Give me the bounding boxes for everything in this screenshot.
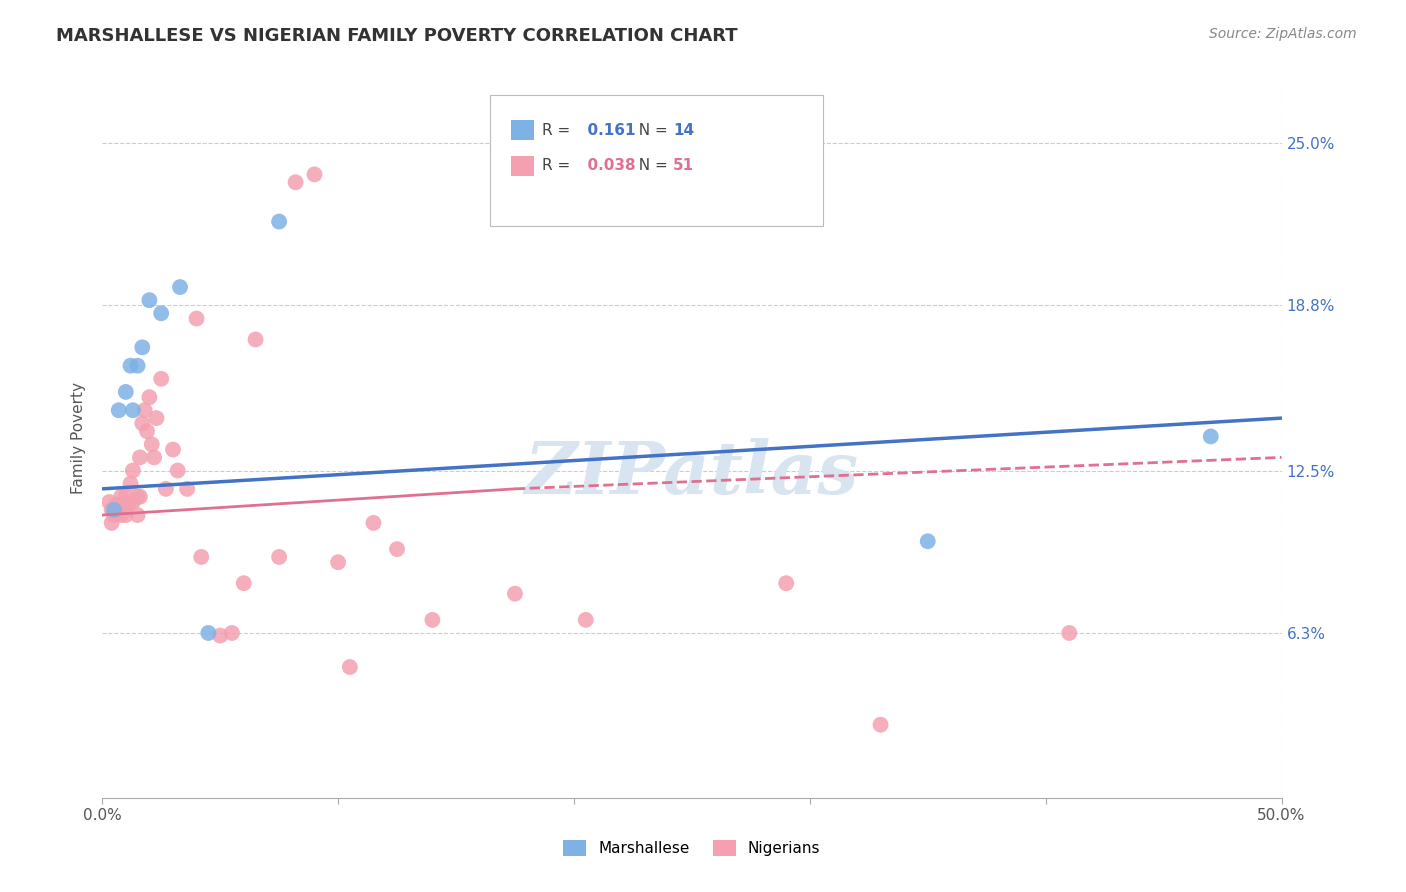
Point: [127, 490, 149, 504]
Point: [114, 490, 136, 504]
Point: [134, 403, 156, 417]
Point: [385, 542, 408, 557]
Point: [127, 508, 149, 522]
Point: [141, 437, 163, 451]
Point: [98, 495, 121, 509]
Point: [107, 503, 129, 517]
Point: [138, 293, 160, 308]
Point: [120, 359, 142, 373]
Point: [503, 587, 526, 601]
Point: [775, 576, 797, 591]
Point: [1199, 429, 1222, 443]
Point: [1057, 626, 1080, 640]
Text: R =: R =: [543, 159, 575, 173]
Point: [326, 555, 349, 569]
Point: [138, 390, 160, 404]
Text: Source: ZipAtlas.com: Source: ZipAtlas.com: [1209, 27, 1357, 41]
Point: [339, 660, 361, 674]
Point: [117, 498, 139, 512]
Point: [120, 476, 142, 491]
Point: [143, 450, 166, 465]
Point: [245, 333, 267, 347]
Point: [110, 490, 132, 504]
Point: [575, 613, 598, 627]
Point: [100, 516, 122, 530]
Point: [232, 576, 254, 591]
Point: [100, 503, 122, 517]
Point: [176, 482, 198, 496]
Point: [103, 503, 125, 517]
Text: R =: R =: [543, 123, 575, 137]
Text: 0.038: 0.038: [578, 159, 636, 173]
Point: [114, 384, 136, 399]
Point: [131, 417, 153, 431]
Text: MARSHALLESE VS NIGERIAN FAMILY POVERTY CORRELATION CHART: MARSHALLESE VS NIGERIAN FAMILY POVERTY C…: [56, 27, 738, 45]
Point: [122, 495, 145, 509]
Point: [917, 534, 939, 549]
Point: [129, 490, 152, 504]
Point: [122, 463, 145, 477]
Text: N =: N =: [630, 159, 673, 173]
Text: 14: 14: [673, 123, 695, 137]
Point: [169, 280, 191, 294]
Text: 0.161: 0.161: [578, 123, 636, 137]
Point: [186, 311, 208, 326]
Point: [363, 516, 385, 530]
Point: [122, 403, 145, 417]
Point: [269, 214, 291, 228]
Point: [869, 717, 891, 731]
Point: [112, 503, 135, 517]
Point: [150, 372, 173, 386]
Point: [127, 359, 149, 373]
Text: N =: N =: [630, 123, 673, 137]
Point: [162, 442, 184, 457]
Point: [166, 463, 188, 477]
Point: [110, 508, 132, 522]
Point: [422, 613, 444, 627]
Text: ZIPatlas: ZIPatlas: [524, 438, 859, 509]
Point: [114, 508, 136, 522]
Point: [105, 498, 128, 512]
Point: [269, 549, 291, 564]
Point: [150, 306, 173, 320]
Point: [155, 482, 177, 496]
Point: [131, 340, 153, 354]
Y-axis label: Family Poverty: Family Poverty: [72, 382, 86, 494]
Point: [284, 175, 307, 189]
Text: 51: 51: [673, 159, 695, 173]
Point: [190, 549, 212, 564]
Point: [304, 168, 326, 182]
Point: [221, 626, 243, 640]
Point: [129, 450, 152, 465]
Point: [197, 626, 219, 640]
Point: [136, 424, 159, 438]
Point: [107, 403, 129, 417]
Point: [145, 411, 167, 425]
Point: [103, 508, 125, 522]
Point: [209, 629, 232, 643]
Legend: Marshallese, Nigerians: Marshallese, Nigerians: [557, 834, 827, 863]
Point: [107, 498, 129, 512]
